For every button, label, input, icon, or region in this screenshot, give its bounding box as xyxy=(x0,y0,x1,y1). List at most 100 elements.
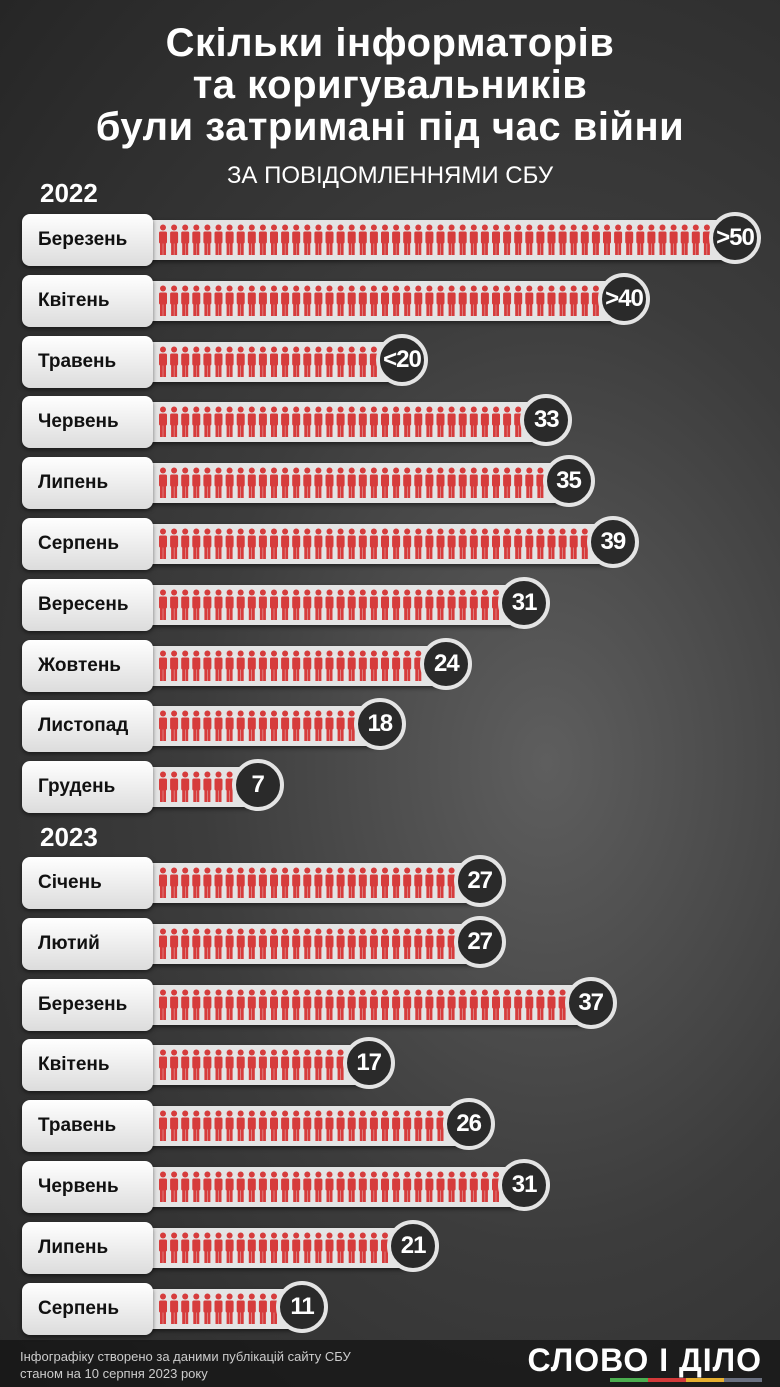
person-icon xyxy=(258,1293,267,1324)
person-icon xyxy=(247,1110,256,1142)
category-label: Січень xyxy=(22,857,153,909)
person-icon xyxy=(536,528,545,559)
person-icon xyxy=(181,406,190,438)
person-icon xyxy=(170,867,179,898)
person-icon xyxy=(258,467,267,499)
person-icon xyxy=(203,928,212,959)
person-icon xyxy=(381,467,389,499)
person-icon xyxy=(436,1110,445,1142)
person-icon xyxy=(303,1110,312,1142)
person-icon xyxy=(181,1171,190,1202)
person-icon xyxy=(170,650,179,681)
person-icon xyxy=(314,1171,323,1202)
person-icon xyxy=(381,1110,389,1142)
person-icon xyxy=(314,1049,323,1081)
person-icon xyxy=(392,285,401,316)
value-label: 33 xyxy=(520,394,573,447)
person-icon xyxy=(647,224,656,255)
person-icon xyxy=(170,285,179,316)
person-icon xyxy=(358,928,367,959)
person-icon xyxy=(170,928,179,959)
person-icon xyxy=(192,928,201,959)
footer: Інфографіку створено за даними публікаці… xyxy=(0,1340,780,1387)
person-icon xyxy=(258,989,267,1020)
person-icon xyxy=(170,224,179,255)
person-icon xyxy=(203,589,212,620)
person-icon xyxy=(292,285,301,316)
person-icon xyxy=(159,989,167,1020)
person-icon xyxy=(425,467,434,499)
person-icon xyxy=(414,650,423,681)
category-label: Квітень xyxy=(22,1039,153,1092)
person-icon xyxy=(325,928,334,959)
person-icon xyxy=(358,528,367,559)
person-icon xyxy=(569,528,578,559)
person-icon xyxy=(314,867,323,898)
person-icon xyxy=(381,650,389,681)
person-icon xyxy=(236,1171,245,1202)
person-icon xyxy=(480,224,489,255)
person-icon xyxy=(303,285,312,316)
person-icon xyxy=(303,1171,312,1202)
category-label: Травень xyxy=(22,1100,153,1153)
value-label: >40 xyxy=(598,272,650,325)
person-icon xyxy=(170,1293,179,1324)
person-icon xyxy=(702,224,711,255)
person-icon xyxy=(292,589,301,620)
person-icon xyxy=(258,589,267,620)
person-icon xyxy=(203,406,212,438)
value-label: 31 xyxy=(498,576,551,629)
person-icon xyxy=(425,285,434,316)
person-icon xyxy=(591,285,600,316)
person-icon xyxy=(614,224,623,255)
person-icon xyxy=(236,650,245,681)
person-icon xyxy=(314,1232,323,1263)
person-icon xyxy=(159,650,167,681)
person-icon xyxy=(381,1232,389,1263)
person-icon xyxy=(336,346,345,377)
person-icon xyxy=(258,346,267,377)
person-icon xyxy=(225,1110,234,1142)
person-icon xyxy=(192,1232,201,1263)
person-icon xyxy=(314,710,323,742)
person-icon xyxy=(547,224,556,255)
person-icon xyxy=(192,589,201,620)
person-icon xyxy=(469,406,478,438)
person-icon xyxy=(314,589,323,620)
person-icon xyxy=(469,989,478,1020)
person-icon xyxy=(503,285,512,316)
value-label: 17 xyxy=(342,1037,395,1090)
person-icon xyxy=(236,346,245,377)
person-icon xyxy=(436,589,445,620)
person-icon xyxy=(159,285,167,316)
person-icon xyxy=(414,528,423,559)
person-icon xyxy=(358,650,367,681)
person-icon xyxy=(203,867,212,898)
year-label: 2023 xyxy=(40,822,98,852)
category-label: Березень xyxy=(22,978,153,1031)
person-icon xyxy=(381,224,389,255)
category-label: Листопад xyxy=(22,700,153,753)
person-icon xyxy=(347,285,356,316)
person-figures xyxy=(159,285,600,316)
person-icon xyxy=(170,771,179,803)
person-icon xyxy=(503,989,512,1020)
person-icon xyxy=(214,710,223,742)
person-icon xyxy=(314,1110,323,1142)
person-icon xyxy=(236,928,245,959)
person-icon xyxy=(425,406,434,438)
person-icon xyxy=(225,771,234,803)
person-icon xyxy=(292,1110,301,1142)
person-icon xyxy=(392,650,401,681)
person-icon xyxy=(203,285,212,316)
person-icon xyxy=(325,406,334,438)
person-icon xyxy=(270,285,278,316)
logo-color-bar xyxy=(610,1378,762,1382)
person-icon xyxy=(381,867,389,898)
category-label: Червень xyxy=(22,396,153,449)
category-label: Липень xyxy=(22,457,153,510)
person-icon xyxy=(414,224,423,255)
person-icon xyxy=(236,867,245,898)
person-icon xyxy=(214,467,223,499)
person-icon xyxy=(170,1171,179,1202)
